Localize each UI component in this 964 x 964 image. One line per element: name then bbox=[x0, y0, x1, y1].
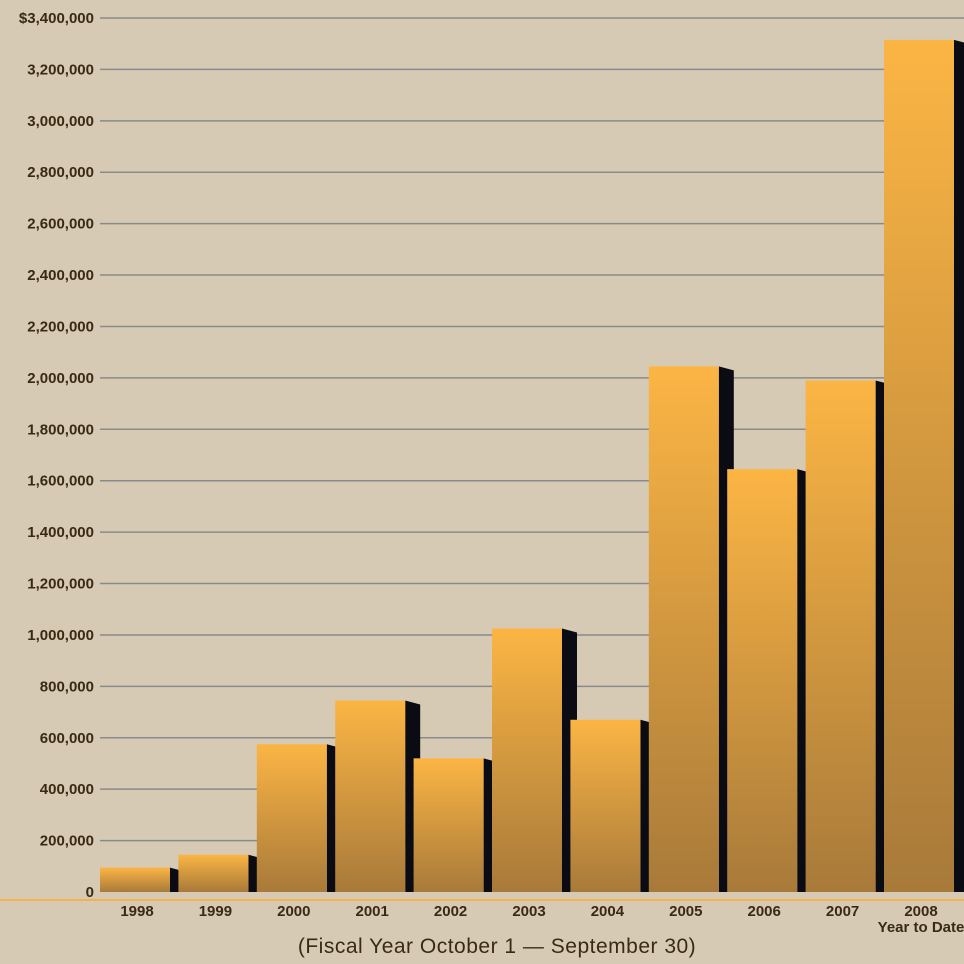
grid-lines bbox=[100, 17, 964, 842]
y-tick-label: 800,000 bbox=[40, 678, 94, 695]
bar-front bbox=[413, 758, 484, 892]
x-tick-label: 1999 bbox=[199, 903, 232, 920]
bar-side-shadow bbox=[954, 39, 964, 892]
x-tick-label: 2005 bbox=[669, 903, 702, 920]
bar-2006 bbox=[727, 469, 813, 892]
bar-front bbox=[178, 854, 249, 892]
x-tick-label: 2003 bbox=[512, 903, 545, 920]
x-tick-label: 2007 bbox=[826, 903, 859, 920]
x-tick-label: 2000 bbox=[277, 903, 310, 920]
y-tick-label: 2,400,000 bbox=[27, 267, 94, 284]
y-tick-label: 1,600,000 bbox=[27, 473, 94, 490]
bar-2002 bbox=[413, 758, 499, 892]
y-tick-label: 2,600,000 bbox=[27, 216, 94, 233]
bar-front bbox=[648, 366, 719, 892]
bar-2003 bbox=[492, 628, 577, 892]
x-tick-sublabel: Year to Date bbox=[878, 919, 964, 936]
x-tick-label: 2002 bbox=[434, 903, 467, 920]
y-tick-label: 400,000 bbox=[40, 781, 94, 798]
x-axis-tick-labels: 1998 1999 2000 2001 2002 2003 2004 2005 2006 2007… bbox=[120, 903, 964, 936]
bar-front bbox=[727, 469, 798, 892]
bar-front bbox=[335, 700, 406, 892]
y-tick-label: 0 bbox=[86, 884, 94, 901]
bar-2005 bbox=[648, 366, 734, 892]
y-tick-label: 3,200,000 bbox=[27, 61, 94, 78]
bar-front bbox=[492, 628, 562, 892]
y-axis-tick-labels: 0 200,000 400,000 600,000 800,000 1,000,000 1,… bbox=[19, 10, 94, 901]
bar-1998 bbox=[100, 867, 185, 892]
y-tick-label: 200,000 bbox=[40, 833, 94, 850]
y-tick-label: 2,200,000 bbox=[27, 318, 94, 335]
fiscal-year-footnote: (Fiscal Year October 1 — September 30) bbox=[297, 935, 697, 958]
bar-front bbox=[256, 744, 327, 892]
y-tick-label: 1,200,000 bbox=[27, 576, 94, 593]
bar-2007 bbox=[805, 380, 891, 892]
bar-front bbox=[884, 39, 954, 893]
bar-front bbox=[100, 867, 170, 892]
y-tick-label: 600,000 bbox=[40, 730, 94, 747]
y-tick-label: 2,800,000 bbox=[27, 164, 94, 181]
bar-2004 bbox=[570, 719, 656, 892]
x-tick-label: 1998 bbox=[120, 903, 153, 920]
bar-2001 bbox=[335, 700, 421, 892]
bar-2008 bbox=[884, 39, 964, 893]
y-tick-label: 3,000,000 bbox=[27, 113, 94, 130]
bars bbox=[100, 39, 964, 893]
y-tick-label: 2,000,000 bbox=[27, 370, 94, 387]
bar-2000 bbox=[256, 744, 342, 892]
x-tick-label: 2006 bbox=[748, 903, 781, 920]
y-tick-label: 1,800,000 bbox=[27, 421, 94, 438]
y-tick-label: 1,000,000 bbox=[27, 627, 94, 644]
bar-1999 bbox=[178, 854, 264, 892]
x-tick-label: 2004 bbox=[591, 903, 625, 920]
y-tick-label: 1,400,000 bbox=[27, 524, 94, 541]
bar-front bbox=[570, 719, 641, 892]
y-tick-label: $3,400,000 bbox=[19, 10, 94, 27]
x-tick-label: 2008 bbox=[904, 903, 937, 920]
bar-front bbox=[805, 380, 876, 892]
x-tick-label: 2001 bbox=[356, 903, 389, 920]
